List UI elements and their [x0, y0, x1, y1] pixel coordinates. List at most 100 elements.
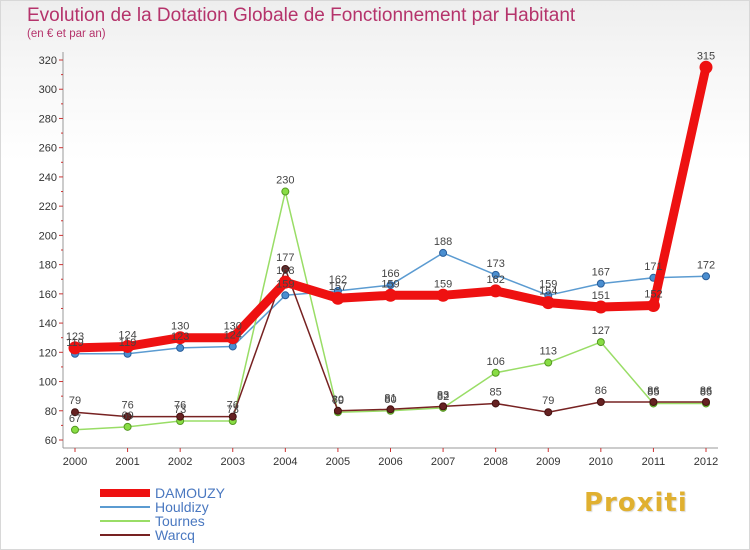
y-tick-label: 60: [45, 435, 57, 447]
data-point-houldizy: [439, 248, 448, 257]
y-tick-label: 220: [39, 201, 57, 213]
data-label-warcq: 79: [69, 395, 81, 407]
y-tick-label: 200: [39, 230, 57, 242]
data-label-houldizy: 167: [592, 267, 610, 279]
data-point-damouzy: [541, 296, 555, 310]
x-tick-label: 2010: [589, 456, 613, 468]
y-tick-label: 180: [39, 260, 57, 272]
data-label-damouzy: 151: [592, 290, 610, 302]
data-point-damouzy: [226, 331, 240, 345]
x-tick-label: 2003: [221, 456, 245, 468]
data-point-warcq: [491, 399, 500, 408]
data-label-tournes: 85: [647, 386, 659, 398]
data-label-tournes: 80: [384, 394, 396, 406]
data-point-damouzy: [646, 299, 660, 313]
data-label-damouzy: 152: [644, 289, 662, 301]
data-point-damouzy: [331, 291, 345, 305]
data-label-tournes: 113: [539, 346, 557, 358]
data-point-warcq: [649, 398, 658, 406]
data-label-damouzy: 123: [66, 331, 84, 343]
x-tick-label: 2004: [273, 456, 297, 468]
data-point-houldizy: [491, 270, 500, 279]
data-point-warcq: [702, 398, 710, 406]
data-point-warcq: [281, 265, 290, 273]
legend-swatch: [100, 489, 150, 497]
data-label-tournes: 69: [121, 410, 133, 422]
data-label-houldizy: 172: [697, 259, 715, 271]
data-label-warcq: 81: [384, 392, 396, 404]
data-label-houldizy: 124: [224, 329, 242, 341]
data-label-warcq: 83: [437, 389, 449, 401]
y-tick-label: 100: [39, 377, 57, 389]
data-label-tournes: 73: [174, 404, 186, 416]
data-label-tournes: 106: [486, 356, 504, 368]
data-label-houldizy: 166: [381, 268, 399, 280]
chart-title: Evolution de la Dotation Globale de Fonc…: [27, 5, 576, 26]
data-label-damouzy: 124: [118, 329, 136, 341]
data-label-tournes: 85: [700, 386, 712, 398]
proxiti-logo: Proxiti: [584, 488, 688, 518]
x-tick-label: 2006: [378, 456, 402, 468]
data-point-warcq: [176, 412, 185, 421]
data-point-damouzy: [436, 288, 450, 302]
data-label-damouzy: 157: [329, 281, 347, 293]
data-point-warcq: [386, 405, 395, 414]
data-point-houldizy: [176, 343, 185, 352]
y-tick-label: 80: [45, 406, 57, 418]
data-point-damouzy: [68, 341, 82, 355]
legend-swatch: [100, 520, 150, 522]
data-label-houldizy: 119: [119, 337, 137, 349]
axes: 60 80 100 120 140 160 180 200 220 240 260 280 300 320…: [39, 52, 718, 468]
data-point-tournes: [596, 338, 605, 347]
data-label-warcq: 86: [647, 385, 659, 397]
data-label-tournes: 79: [332, 395, 344, 407]
x-tick-label: 2002: [168, 456, 192, 468]
y-tick-label: 160: [39, 289, 57, 301]
x-tick-label: 2000: [63, 456, 87, 468]
data-label-warcq: 76: [227, 400, 239, 412]
y-tick-label: 300: [39, 84, 57, 96]
data-point-houldizy: [386, 281, 395, 290]
data-label-houldizy: 173: [486, 258, 504, 270]
x-tick-label: 2008: [483, 456, 507, 468]
data-point-warcq: [439, 402, 448, 411]
data-point-warcq: [228, 412, 237, 421]
data-point-tournes: [281, 187, 290, 196]
series-layer: [68, 60, 713, 434]
data-label-warcq: 86: [700, 385, 712, 397]
data-point-tournes: [123, 422, 132, 431]
data-label-houldizy: 159: [539, 278, 557, 290]
data-label-damouzy: 162: [486, 274, 504, 286]
y-tick-label: 320: [39, 55, 57, 67]
y-tick-label: 140: [39, 318, 57, 330]
data-point-houldizy: [702, 272, 710, 281]
data-label-tournes: 73: [227, 404, 239, 416]
data-point-damouzy: [699, 60, 713, 74]
data-label-houldizy: 162: [329, 274, 347, 286]
chart-subtitle: (en € et par an): [27, 28, 106, 40]
y-tick-label: 120: [39, 347, 57, 359]
data-label-warcq: 80: [332, 394, 344, 406]
data-point-damouzy: [121, 339, 135, 353]
data-point-warcq: [123, 412, 132, 421]
data-label-warcq: 76: [174, 400, 186, 412]
y-tick-label: 240: [39, 172, 57, 184]
x-tick-label: 2009: [536, 456, 560, 468]
data-label-houldizy: 119: [66, 337, 84, 349]
data-label-damouzy: 130: [171, 321, 189, 333]
x-tick-label: 2011: [642, 456, 666, 468]
data-label-damouzy: 315: [697, 50, 715, 62]
data-point-tournes: [491, 368, 500, 377]
x-tick-label: 2001: [115, 456, 139, 468]
data-label-tournes: 230: [276, 175, 294, 187]
data-label-warcq: 85: [490, 386, 502, 398]
data-label-tournes: 67: [69, 413, 81, 425]
legend-label: DAMOUZY: [155, 485, 225, 501]
data-point-warcq: [596, 398, 605, 406]
data-label-damouzy: 130: [224, 321, 242, 333]
series-line-damouzy: [70, 62, 711, 353]
data-label-tournes: 127: [592, 325, 610, 337]
y-tick-label: 280: [39, 113, 57, 125]
